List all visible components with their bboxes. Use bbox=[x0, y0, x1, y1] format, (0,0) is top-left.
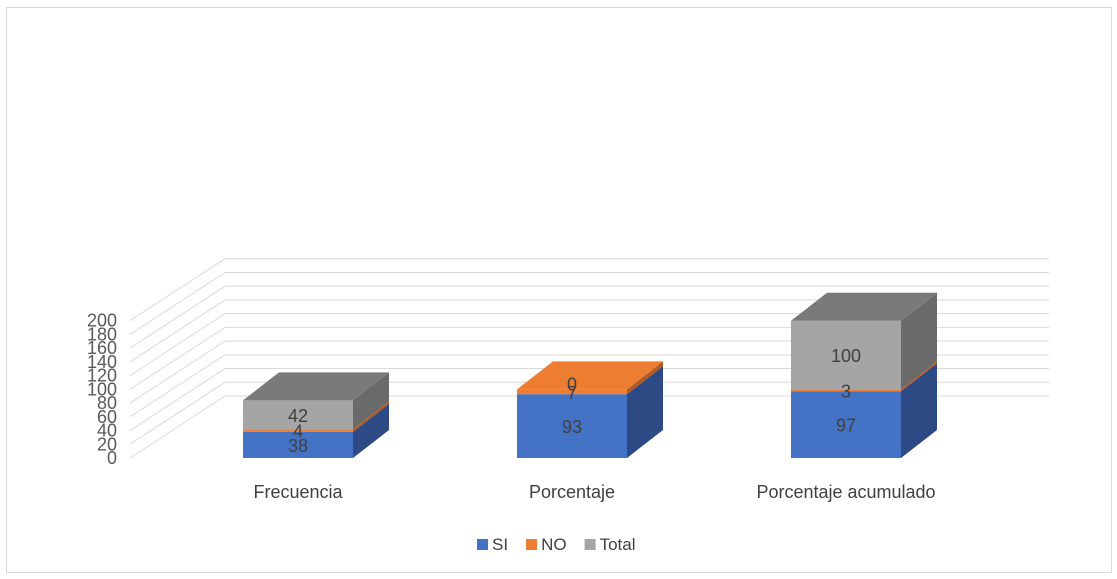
y-tick-label: 120 bbox=[87, 366, 117, 386]
y-tick-label: 0 bbox=[107, 448, 117, 468]
y-tick-label: 80 bbox=[97, 393, 117, 413]
data-label-si: 97 bbox=[836, 416, 856, 436]
category-label: Porcentaje bbox=[529, 482, 615, 502]
y-tick-label: 140 bbox=[87, 352, 117, 372]
data-label-total: 0 bbox=[567, 374, 577, 394]
data-label-total: 100 bbox=[831, 346, 861, 366]
bar-si bbox=[517, 394, 627, 458]
gridline bbox=[129, 395, 1049, 459]
gridline bbox=[129, 258, 1049, 322]
gridline bbox=[129, 271, 1049, 335]
bar-side-si bbox=[627, 366, 663, 458]
y-tick-label: 40 bbox=[97, 421, 117, 441]
y-tick-label: 160 bbox=[87, 338, 117, 358]
bar-side-no bbox=[901, 361, 937, 392]
bar-total bbox=[791, 320, 901, 390]
bar-si bbox=[243, 431, 353, 458]
bar-side-no bbox=[627, 361, 663, 395]
gridline bbox=[129, 381, 1049, 445]
legend-label-no: NO bbox=[541, 535, 567, 554]
bar-side-si bbox=[901, 363, 937, 458]
legend-label-total: Total bbox=[600, 535, 636, 554]
bar-si bbox=[791, 391, 901, 458]
legend: SI NO Total bbox=[477, 535, 635, 554]
bar-top-face bbox=[517, 361, 663, 390]
bar-side-total bbox=[353, 372, 389, 430]
bar-no bbox=[517, 389, 627, 395]
category-labels: Frecuencia Porcentaje Porcentaje acumulado bbox=[253, 482, 935, 502]
category-label: Porcentaje acumulado bbox=[756, 482, 935, 502]
gridline bbox=[129, 299, 1049, 363]
data-label-no: 7 bbox=[567, 383, 577, 403]
y-tick-label: 20 bbox=[97, 434, 117, 454]
data-label-total: 42 bbox=[288, 406, 308, 426]
data-label-no: 3 bbox=[841, 381, 851, 401]
gridline bbox=[129, 285, 1049, 349]
data-label-no: 4 bbox=[293, 422, 303, 442]
bar-no bbox=[791, 389, 901, 392]
gridline bbox=[129, 313, 1049, 377]
gridline bbox=[129, 368, 1049, 431]
legend-swatch-no bbox=[526, 539, 538, 550]
gridlines bbox=[129, 258, 1049, 459]
data-label-si: 38 bbox=[288, 436, 308, 456]
bar-total bbox=[243, 400, 353, 430]
y-tick-label: 180 bbox=[87, 324, 117, 344]
bar-no bbox=[243, 429, 353, 432]
category-label: Frecuencia bbox=[253, 482, 343, 502]
legend-swatch-total bbox=[584, 539, 596, 550]
gridline bbox=[129, 354, 1049, 418]
bar-side-si bbox=[353, 403, 389, 458]
data-label-si: 93 bbox=[562, 417, 582, 437]
bars bbox=[243, 292, 937, 458]
y-tick-label: 60 bbox=[97, 407, 117, 427]
bar-side-no bbox=[353, 401, 389, 432]
gridline bbox=[129, 340, 1049, 404]
gridline bbox=[129, 326, 1049, 390]
bar-side-total bbox=[901, 292, 937, 390]
bar-top-face bbox=[243, 372, 389, 401]
chart-frame: 0 20 40 60 80 100 120 140 160 180 200 38 4 42 93 7 0 97 3… bbox=[6, 7, 1112, 573]
y-tick-label: 100 bbox=[87, 379, 117, 399]
bar-top-face bbox=[791, 292, 937, 321]
legend-swatch-si bbox=[477, 539, 488, 550]
legend-label-si: SI bbox=[492, 535, 508, 554]
y-tick-label: 200 bbox=[87, 311, 117, 331]
